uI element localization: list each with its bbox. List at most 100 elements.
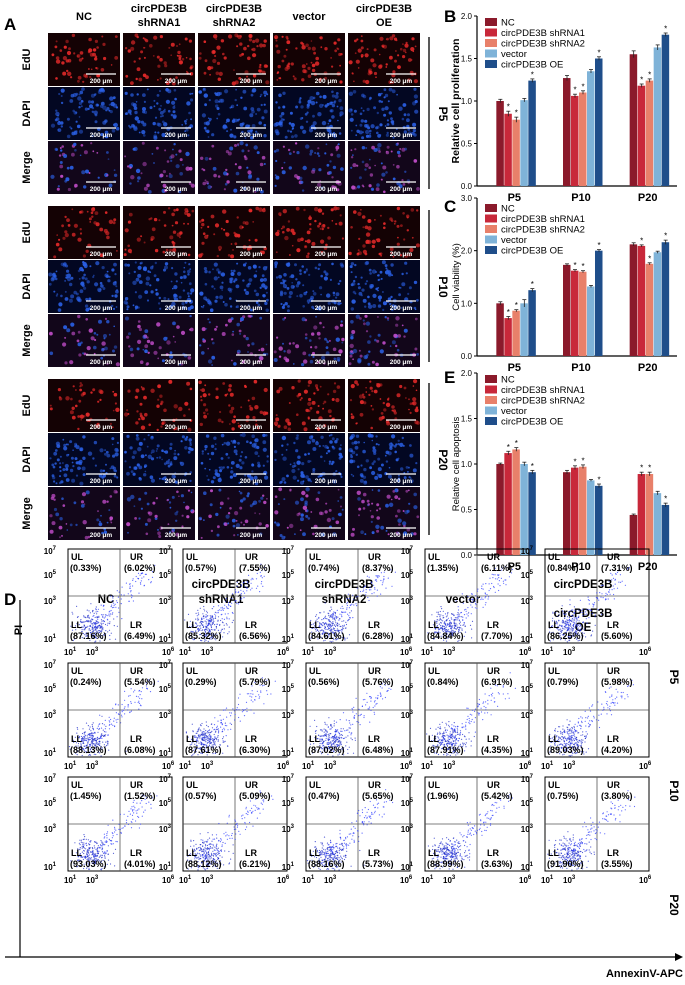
bar	[579, 271, 587, 356]
micro-image	[198, 141, 270, 194]
quadrant-value: (0.47%)	[308, 791, 340, 801]
scale-bar-label: 200 μm	[90, 359, 113, 366]
bar	[595, 58, 603, 186]
scale-bar: 200 μm	[86, 354, 116, 366]
micro-image	[198, 432, 270, 486]
bar	[528, 80, 536, 186]
x-tick-label: 106	[277, 647, 290, 657]
scale-bar-label: 200 μm	[390, 132, 413, 139]
quadrant-value: (91.90%)	[547, 859, 584, 869]
y-tick-label: 103	[521, 710, 534, 720]
y-tick-label: 0.0	[461, 182, 473, 191]
bar	[645, 80, 654, 186]
quadrant-label: LR	[130, 620, 142, 630]
group-label: P20	[436, 449, 450, 471]
quadrant-label: UL	[309, 552, 321, 562]
flow-plot: UL(0.79%) UR(5.98%) LL(89.03%) LR(4.20%) 107…	[521, 660, 652, 771]
y-tick-label: 107	[521, 660, 534, 670]
significance-mark: *	[597, 476, 600, 485]
micro-image	[348, 260, 420, 313]
scale-bar-label: 200 μm	[390, 251, 413, 258]
y-tick-label: 1.5	[461, 415, 473, 424]
x-tick-label: 103	[201, 647, 214, 657]
scale-bar-label: 200 μm	[390, 424, 413, 431]
y-tick-label: 101	[521, 634, 534, 644]
flow-column-header: shRNA1	[199, 594, 244, 606]
micro-image	[273, 433, 345, 486]
y-tick-label: 105	[159, 570, 172, 580]
quadrant-value: (5.42%)	[481, 791, 513, 801]
scale-bar-label: 200 μm	[240, 478, 263, 485]
y-tick-label: 101	[521, 862, 534, 872]
flow-plot: UL(0.74%) UR(8.37%) LL(84.61%) LR(6.28%) 107…	[282, 546, 413, 657]
scale-bar: 200 μm	[386, 300, 416, 312]
legend-swatch	[485, 417, 497, 425]
quadrant-value: (3.55%)	[601, 859, 633, 869]
quadrant-value: (0.33%)	[70, 563, 102, 573]
quadrant-value: (89.03%)	[547, 745, 584, 755]
x-tick-label: 106	[277, 875, 290, 885]
y-tick-label: 107	[44, 774, 57, 784]
y-tick-label: 107	[282, 774, 295, 784]
x-tick-label: 103	[443, 875, 456, 885]
y-tick-label: 101	[521, 748, 534, 758]
quadrant-value: (0.29%)	[185, 677, 217, 687]
quadrant-label: LR	[368, 620, 380, 630]
quadrant-label: LR	[130, 848, 142, 858]
legend-entry: circPDE3B OE	[501, 417, 563, 428]
scale-bar: 200 μm	[311, 246, 341, 258]
scale-bar-label: 200 μm	[165, 132, 188, 139]
significance-mark: *	[507, 103, 510, 112]
quadrant-value: (5.98%)	[601, 677, 633, 687]
x-tick-label: 106	[519, 875, 532, 885]
flow-row-label: P5	[667, 670, 681, 685]
micro-image	[273, 487, 345, 540]
row-label: DAPI	[21, 446, 33, 472]
y-tick-label: 107	[401, 660, 414, 670]
scale-bar-label: 200 μm	[390, 186, 413, 193]
quadrant-label: LL	[71, 734, 82, 744]
x-tick-label: 103	[86, 761, 99, 771]
quadrant-label: UL	[186, 780, 198, 790]
quadrant-label: LL	[548, 734, 559, 744]
quadrant-label: UL	[548, 780, 560, 790]
significance-mark: *	[515, 439, 518, 448]
flow-column-header: circPDE3B	[315, 579, 374, 591]
x-tick-label: 103	[86, 875, 99, 885]
micro-image	[198, 87, 270, 140]
quadrant-value: (3.80%)	[601, 791, 633, 801]
scale-bar-label: 200 μm	[315, 532, 338, 539]
scale-bar: 200 μm	[86, 246, 116, 258]
legend-entry: circPDE3B shRNA2	[501, 225, 585, 236]
y-tick-label: 103	[159, 824, 172, 834]
quadrant-value: (7.55%)	[239, 563, 271, 573]
quadrant-label: LR	[245, 620, 257, 630]
quadrant-label: UL	[428, 552, 440, 562]
scale-bar: 200 μm	[86, 73, 116, 85]
bar	[512, 449, 520, 555]
y-tick-label: 107	[401, 546, 414, 556]
y-tick-label: 101	[44, 634, 57, 644]
x-tick-label: 101	[541, 875, 554, 885]
scale-bar-label: 200 μm	[240, 251, 263, 258]
micro-image	[48, 260, 120, 313]
micro-image	[48, 206, 120, 259]
y-tick-label: 107	[159, 660, 172, 670]
legend-entry: circPDE3B shRNA1	[501, 28, 585, 39]
x-tick-label: 106	[162, 761, 175, 771]
bar	[563, 472, 571, 555]
quadrant-label: LL	[309, 848, 320, 858]
quadrant-label: UR	[130, 780, 143, 790]
bar	[496, 464, 504, 555]
x-tick-label: 106	[639, 647, 652, 657]
significance-mark: *	[507, 308, 510, 317]
y-tick-label: 105	[44, 684, 57, 694]
quadrant-value: (88.99%)	[427, 859, 464, 869]
significance-mark: *	[581, 82, 584, 91]
row-label: Merge	[21, 151, 33, 183]
y-tick-label: 105	[282, 684, 295, 694]
y-axis-label: Relative cell apoptosis	[451, 416, 462, 511]
micro-image	[198, 487, 270, 540]
bar	[571, 467, 579, 555]
quadrant-value: (5.09%)	[239, 791, 271, 801]
